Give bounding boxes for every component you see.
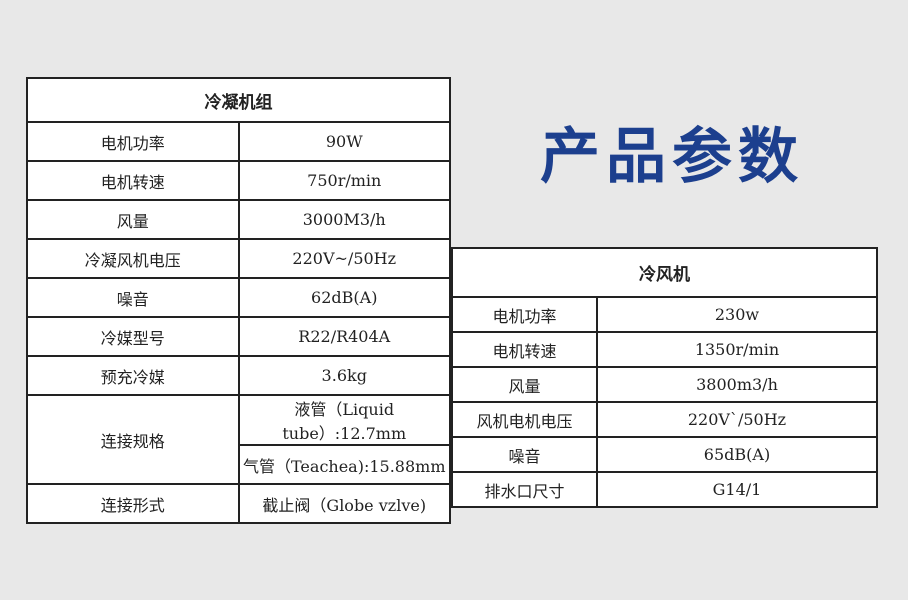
table-row: 风机电机电压 220V`/50Hz [451,401,878,438]
row-value: 65dB(A) [596,436,878,473]
table-row: 连接形式 截止阀（Globe vzlve) [26,483,451,524]
air-cooler-table: 冷风机 电机功率 230w 电机转速 1350r/min 风量 3800m3/h 风机… [451,247,878,508]
table-row: 噪音 62dB(A) [26,277,451,318]
table-row: 冷凝风机电压 220V~/50Hz [26,238,451,279]
row-value: 3.6kg [237,355,451,396]
row-label: 噪音 [26,277,240,318]
table-row: 电机转速 750r/min [26,160,451,201]
row-value: 220V`/50Hz [596,401,878,438]
row-label: 电机转速 [26,160,240,201]
row-value: R22/R404A [237,316,451,357]
table-row: 风量 3000M3/h [26,199,451,240]
table-row: 排水口尺寸 G14/1 [451,471,878,508]
table-row: 冷媒型号 R22/R404A [26,316,451,357]
row-value: 截止阀（Globe vzlve) [237,483,451,524]
table-row: 电机功率 90W [26,121,451,162]
condensing-unit-table: 冷凝机组 电机功率 90W 电机转速 750r/min 风量 3000M3/h 冷凝风… [26,77,451,524]
table-row: 电机转速 1350r/min [451,331,878,368]
row-value: 62dB(A) [237,277,451,318]
table-row: 连接规格 液管（Liquid tube）:12.7mm [26,394,451,485]
row-value: 1350r/min [596,331,878,368]
page-title: 产品参数 [540,122,804,192]
row-label: 连接规格 [26,394,240,485]
row-label: 风机电机电压 [451,401,598,438]
row-label: 噪音 [451,436,598,473]
row-value: 750r/min [237,160,451,201]
row-label: 电机功率 [26,121,240,162]
table-row: 气管（Teachea):15.88mm [27,444,451,485]
row-label: 冷凝风机电压 [26,238,240,279]
table-row: 预充冷媒 3.6kg [26,355,451,396]
table-row: 风量 3800m3/h [451,366,878,403]
row-value: G14/1 [596,471,878,508]
table-row: 噪音 65dB(A) [451,436,878,473]
row-value: 3800m3/h [596,366,878,403]
row-label: 冷媒型号 [26,316,240,357]
row-label: 连接形式 [26,483,240,524]
row-value: 230w [596,296,878,333]
row-value: 220V~/50Hz [237,238,451,279]
row-label: 预充冷媒 [26,355,240,396]
row-value: 90W [237,121,451,162]
row-value: 气管（Teachea):15.88mm [237,444,451,485]
row-label: 电机功率 [451,296,598,333]
row-value: 液管（Liquid tube）:12.7mm [237,394,451,446]
row-value: 3000M3/h [237,199,451,240]
row-label: 风量 [26,199,240,240]
table-row: 电机功率 230w [451,296,878,333]
row-label: 风量 [451,366,598,403]
row-label: 电机转速 [451,331,598,368]
table-header: 冷凝机组 [26,77,451,123]
table-header: 冷风机 [451,247,878,298]
row-label: 排水口尺寸 [451,471,598,508]
